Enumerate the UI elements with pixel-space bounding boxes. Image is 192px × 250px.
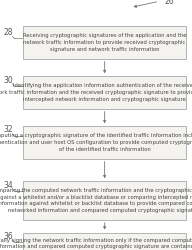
FancyBboxPatch shape [23,181,186,220]
Text: Receiving cryptographic signatures of the application and the
network traffic in: Receiving cryptographic signatures of th… [23,34,186,52]
Text: 30: 30 [4,76,13,84]
Text: Identifying the application information authentication of the received
network t: Identifying the application information … [0,84,192,102]
Text: 34: 34 [4,180,13,190]
Text: 26: 26 [164,0,174,6]
Text: 36: 36 [4,232,13,241]
Text: Comparing the computed network traffic information and the cryptographic signatu: Comparing the computed network traffic i… [0,188,192,213]
Text: 32: 32 [4,126,13,134]
FancyBboxPatch shape [23,26,186,59]
FancyBboxPatch shape [23,126,186,159]
Text: Digitally signing the network traffic information only if the compared computed : Digitally signing the network traffic in… [0,238,192,250]
FancyBboxPatch shape [23,232,186,250]
Text: 28: 28 [4,28,13,37]
Text: Computing a cryptographic signature of the identified traffic information includ: Computing a cryptographic signature of t… [0,134,192,152]
FancyBboxPatch shape [23,76,186,109]
